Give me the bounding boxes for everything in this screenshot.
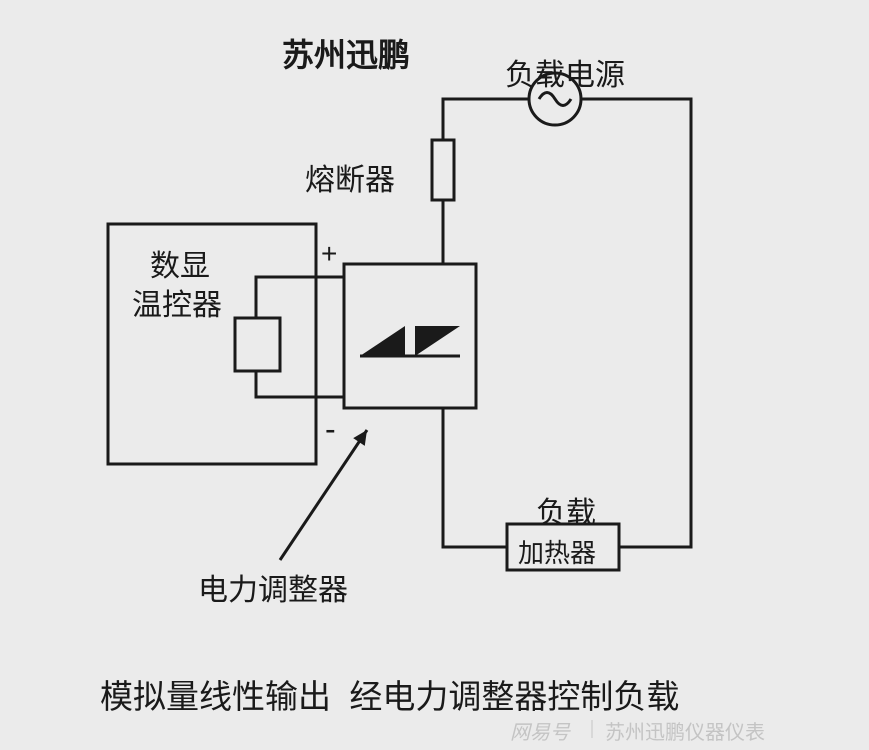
label-power: 负载电源 [505,50,625,94]
label-fuse: 熔断器 [305,155,395,199]
label-plus: + [321,238,337,270]
label-regulator: 电力调整器 [198,565,348,609]
label-minus: - [325,411,336,448]
title: 苏州迅鹏 [282,30,410,76]
watermark-left: 网易号 [510,716,570,745]
label-ctrl-l2: 温控器 [132,280,222,324]
label-ctrl-l1: 数显 [150,241,210,285]
caption: 模拟量线性输出 经电力调整器控制负载 [100,670,679,718]
label-heater: 加热器 [518,533,596,570]
watermark-right: 苏州迅鹏仪器仪表 [605,716,765,745]
label-load: 负载 [536,488,596,532]
